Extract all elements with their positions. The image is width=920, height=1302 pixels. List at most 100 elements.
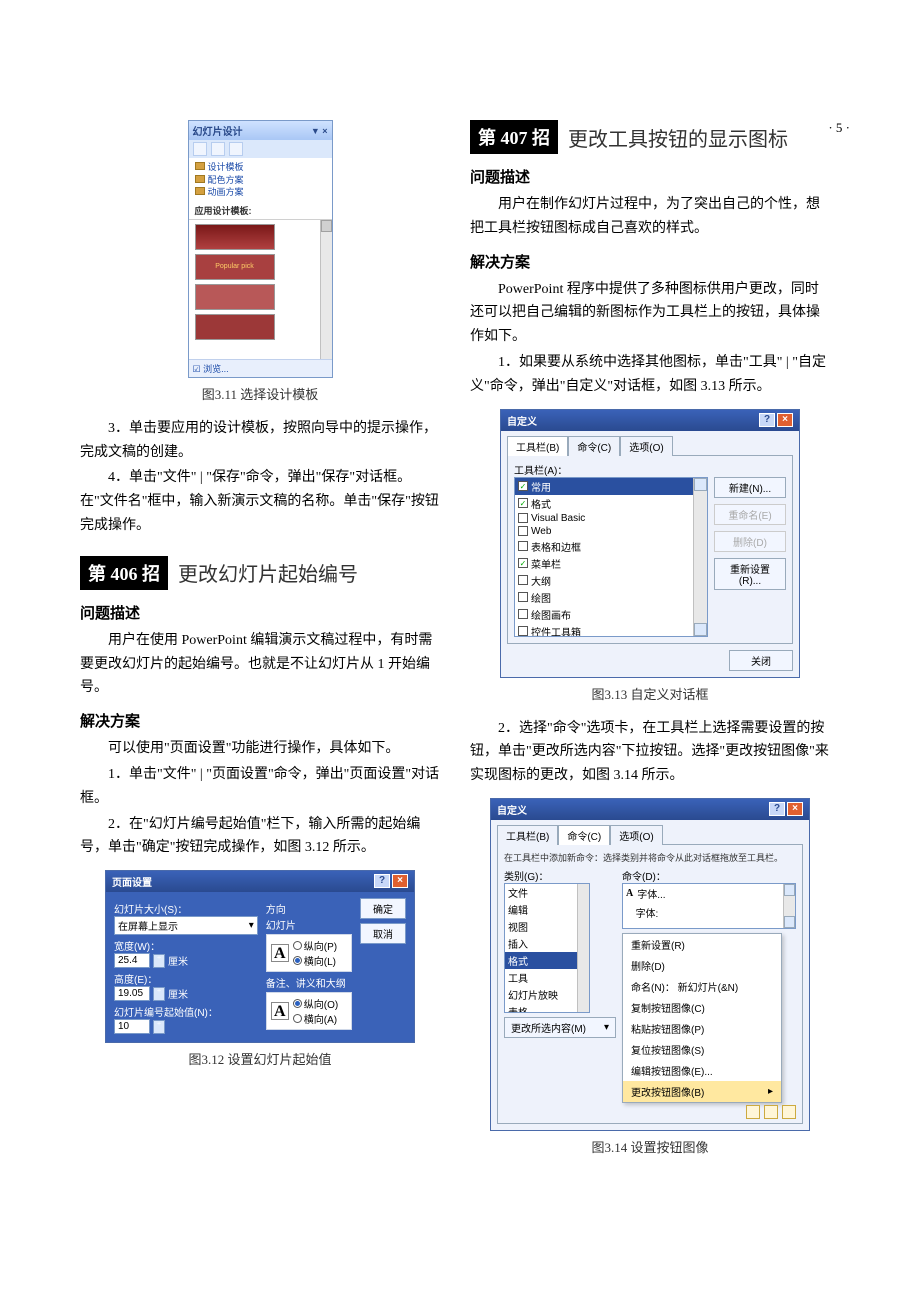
tab-bar: 工具栏(B) 命令(C) 选项(O) [491, 820, 809, 844]
scrollbar[interactable] [783, 884, 795, 928]
scroll-up-icon[interactable] [321, 220, 332, 232]
height-input[interactable]: 19.05 [114, 986, 150, 1001]
list-item[interactable]: Visual Basic [515, 512, 707, 525]
checkbox-icon[interactable] [518, 609, 528, 619]
dialog-title-text: 自定义 [507, 413, 537, 428]
close-icon[interactable]: × [777, 413, 793, 427]
delete-button[interactable]: 删除(D) [714, 531, 786, 552]
template-thumb[interactable]: Popular pick [195, 254, 275, 280]
spinner-icon[interactable]: ÷ [153, 987, 165, 1001]
rename-button[interactable]: 重命名(E) [714, 504, 786, 525]
body-text: 用户在使用 PowerPoint 编辑演示文稿过程中，有时需要更改幻灯片的起始编… [80, 629, 440, 700]
tab-toolbars[interactable]: 工具栏(B) [507, 436, 568, 456]
list-item[interactable]: ✓菜单栏 [515, 555, 707, 572]
width-input[interactable]: 25.4 [114, 953, 150, 968]
spinner-icon[interactable]: ÷ [153, 1020, 165, 1034]
scrollbar[interactable] [320, 220, 332, 359]
close-icon[interactable]: × [392, 874, 408, 888]
menu-item[interactable]: 粘贴按钮图像(P) [623, 1018, 781, 1039]
ok-button[interactable]: 确定 [360, 898, 406, 919]
scrollbar[interactable] [693, 478, 707, 636]
menu-item[interactable]: 复制按钮图像(C) [623, 997, 781, 1018]
list-item[interactable]: ✓常用 [515, 478, 707, 495]
checkbox-icon[interactable]: ✓ [518, 481, 528, 491]
close-icon[interactable]: × [787, 802, 803, 816]
body-text: PowerPoint 程序中提供了多种图标供用户更改，同时还可以把自己编辑的新图… [470, 278, 830, 349]
menu-item[interactable]: 删除(D) [623, 955, 781, 976]
list-item[interactable]: 绘图 [515, 589, 707, 606]
spinner-icon[interactable]: ÷ [153, 954, 165, 968]
template-thumb[interactable] [195, 224, 275, 250]
list-item[interactable]: 字体: [623, 903, 795, 922]
template-thumb[interactable] [195, 284, 275, 310]
list-item[interactable]: 绘图画布 [515, 606, 707, 623]
menu-item[interactable]: 重新设置(R) [623, 934, 781, 955]
list-item[interactable]: Web [515, 525, 707, 538]
checkbox-icon[interactable] [518, 541, 528, 551]
tab-toolbars[interactable]: 工具栏(B) [497, 825, 558, 845]
checkbox-icon[interactable] [518, 592, 528, 602]
menu-item[interactable]: 编辑按钮图像(E)... [623, 1060, 781, 1081]
radio-portrait[interactable]: 纵向(O) [293, 996, 338, 1011]
start-number-input[interactable]: 10 [114, 1019, 150, 1034]
list-item[interactable]: 控件工具箱 [515, 623, 707, 637]
help-icon[interactable]: ? [374, 874, 390, 888]
nav-fwd-icon[interactable] [211, 142, 225, 156]
list-item[interactable]: A字体... [623, 884, 795, 903]
scroll-up-icon[interactable] [694, 478, 707, 491]
left-column: 幻灯片设计 ▼ × 设计模板 配色方案 动画方案 应用设计模板: Popular… [80, 120, 440, 1170]
new-button[interactable]: 新建(N)... [714, 477, 786, 498]
radio-landscape[interactable]: 横向(L) [293, 953, 337, 968]
palette-icon[interactable] [764, 1105, 778, 1119]
help-icon[interactable]: ? [759, 413, 775, 427]
checkbox-icon[interactable] [518, 513, 528, 523]
checkbox-icon[interactable] [518, 626, 528, 636]
tab-options[interactable]: 选项(O) [610, 825, 662, 845]
menu-item[interactable]: 复位按钮图像(S) [623, 1039, 781, 1060]
dialog-title: 页面设置 ? × [106, 871, 414, 892]
tab-commands[interactable]: 命令(C) [568, 436, 620, 456]
checkbox-icon[interactable] [518, 575, 528, 585]
template-thumb[interactable] [195, 314, 275, 340]
list-item[interactable]: ✓格式 [515, 495, 707, 512]
list-item[interactable]: 大纲 [515, 572, 707, 589]
nav-back-icon[interactable] [193, 142, 207, 156]
link-animation-schemes[interactable]: 动画方案 [195, 186, 326, 199]
palette-icon[interactable] [782, 1105, 796, 1119]
folder-icon [195, 162, 205, 170]
palette-icon[interactable] [746, 1105, 760, 1119]
unit-label: 厘米 [168, 953, 188, 968]
help-icon[interactable]: ? [769, 802, 785, 816]
radio-landscape[interactable]: 横向(A) [293, 1011, 338, 1026]
link-design-templates[interactable]: 设计模板 [195, 161, 326, 174]
scrollbar[interactable] [577, 884, 589, 1012]
tab-commands[interactable]: 命令(C) [558, 825, 610, 845]
checkbox-icon[interactable] [518, 526, 528, 536]
scroll-down-icon[interactable] [784, 916, 795, 928]
checkbox-icon[interactable]: ✓ [518, 558, 528, 568]
tab-options[interactable]: 选项(O) [620, 436, 672, 456]
toolbars-listbox[interactable]: ✓常用✓格式Visual BasicWeb表格和边框✓菜单栏大纲绘图绘图画布控件… [514, 477, 708, 637]
nav-home-icon[interactable] [229, 142, 243, 156]
slide-size-dropdown[interactable]: 在屏幕上显示▾ [114, 916, 258, 935]
scroll-down-icon[interactable] [694, 623, 707, 636]
menu-item[interactable]: 更改按钮图像(B)▸ [623, 1081, 781, 1102]
commands-listbox[interactable]: A字体... 字体: [622, 883, 796, 929]
menu-item[interactable]: 命名(N)： 新幻灯片(&N) [623, 976, 781, 997]
close-button[interactable]: 关闭 [729, 650, 793, 671]
orientation-label: 方向 [266, 901, 352, 916]
scroll-up-icon[interactable] [784, 884, 795, 896]
reset-button[interactable]: 重新设置(R)... [714, 558, 786, 590]
start-number-label: 幻灯片编号起始值(N)： [114, 1004, 258, 1019]
problem-heading: 问题描述 [80, 602, 440, 623]
browse-link[interactable]: ☑ 浏览... [189, 359, 332, 377]
tip-407-heading: 第 407 招 更改工具按钮的显示图标 [470, 120, 830, 154]
taskpane-close-icon[interactable]: ▼ × [311, 126, 328, 136]
checkbox-icon[interactable]: ✓ [518, 498, 528, 508]
radio-portrait[interactable]: 纵向(P) [293, 938, 337, 953]
link-color-schemes[interactable]: 配色方案 [195, 174, 326, 187]
modify-selection-button[interactable]: 更改所选内容(M)▾ [504, 1017, 616, 1038]
list-item[interactable]: 表格和边框 [515, 538, 707, 555]
categories-listbox[interactable]: 文件编辑视图插入格式工具幻灯片放映表格窗口及帮助绘图自选图形 [504, 883, 590, 1013]
cancel-button[interactable]: 取消 [360, 923, 406, 944]
